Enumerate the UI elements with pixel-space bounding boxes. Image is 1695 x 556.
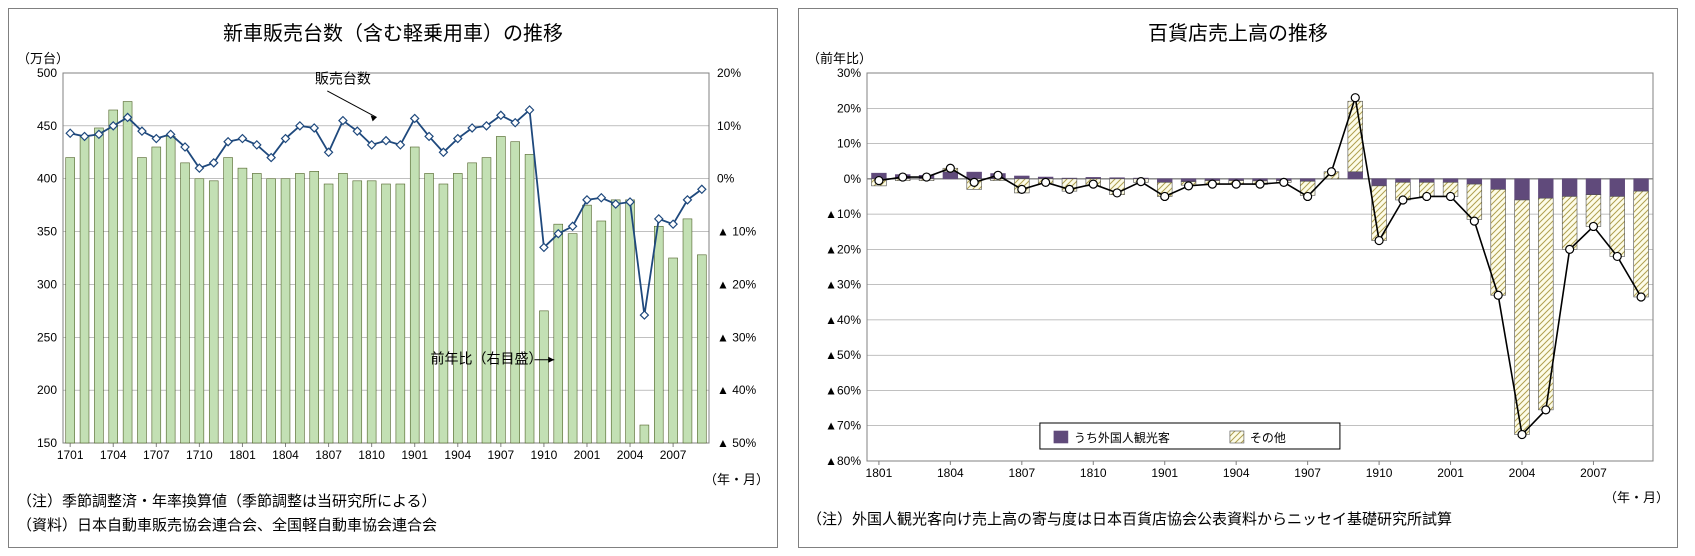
svg-text:▲50%: ▲50%: [825, 348, 861, 362]
svg-text:2001: 2001: [1437, 466, 1464, 480]
svg-text:2007: 2007: [1580, 466, 1607, 480]
svg-text:▲ 20%: ▲ 20%: [717, 277, 757, 291]
svg-text:うち外国人観光客: うち外国人観光客: [1074, 430, 1170, 445]
svg-text:▲60%: ▲60%: [825, 383, 861, 397]
svg-text:1910: 1910: [1366, 466, 1393, 480]
svg-text:2004: 2004: [1509, 466, 1536, 480]
svg-text:▲ 30%: ▲ 30%: [717, 330, 757, 344]
svg-text:30%: 30%: [837, 67, 861, 80]
svg-text:400: 400: [37, 172, 57, 186]
svg-text:10%: 10%: [717, 119, 741, 133]
svg-text:▲ 50%: ▲ 50%: [717, 436, 757, 450]
svg-text:前年比（右目盛）: 前年比（右目盛）: [430, 351, 542, 367]
svg-text:20%: 20%: [837, 101, 861, 115]
right-chart-svg: 30% 20% 10% 0% ▲10% ▲20% ▲30% ▲40% ▲50% ▲60% ▲70% ▲…: [807, 67, 1667, 485]
svg-text:1701: 1701: [57, 448, 84, 462]
svg-text:1801: 1801: [866, 466, 893, 480]
svg-text:1904: 1904: [1223, 466, 1250, 480]
svg-text:▲ 40%: ▲ 40%: [717, 383, 757, 397]
svg-text:300: 300: [37, 277, 57, 291]
svg-text:▲20%: ▲20%: [825, 242, 861, 256]
left-x-unit: （年・月）: [17, 469, 769, 488]
svg-text:1901: 1901: [1151, 466, 1178, 480]
right-x-unit: （年・月）: [807, 487, 1669, 506]
svg-text:1801: 1801: [229, 448, 256, 462]
svg-text:500: 500: [37, 67, 57, 80]
svg-text:150: 150: [37, 436, 57, 450]
left-chart-panel: 新車販売台数（含む軽乗用車）の推移 （万台） 150 200 250 300 350 40…: [8, 8, 778, 548]
svg-text:250: 250: [37, 330, 57, 344]
svg-text:▲30%: ▲30%: [825, 278, 861, 292]
svg-text:20%: 20%: [717, 67, 741, 80]
right-note: （注）外国人観光客向け売上高の寄与度は日本百貨店協会公表資料からニッセイ基礎研究…: [807, 510, 1669, 530]
svg-text:1907: 1907: [487, 448, 514, 462]
svg-text:1710: 1710: [186, 448, 213, 462]
svg-text:1704: 1704: [100, 448, 127, 462]
svg-text:1904: 1904: [444, 448, 471, 462]
svg-text:0%: 0%: [844, 172, 862, 186]
svg-text:450: 450: [37, 119, 57, 133]
svg-text:1804: 1804: [937, 466, 964, 480]
right-chart-panel: 百貨店売上高の推移 （前年比） 30% 20% 10% 0% ▲10% ▲20% ▲30% ▲…: [798, 8, 1678, 548]
svg-text:10%: 10%: [837, 137, 861, 151]
svg-text:1807: 1807: [315, 448, 342, 462]
svg-text:1810: 1810: [358, 448, 385, 462]
svg-text:▲40%: ▲40%: [825, 313, 861, 327]
svg-text:1901: 1901: [401, 448, 428, 462]
svg-text:1707: 1707: [143, 448, 170, 462]
svg-text:販売台数: 販売台数: [315, 71, 371, 87]
right-chart-title: 百貨店売上高の推移: [807, 17, 1669, 46]
svg-text:その他: その他: [1250, 431, 1286, 445]
svg-text:1907: 1907: [1294, 466, 1321, 480]
svg-text:▲ 10%: ▲ 10%: [717, 225, 757, 239]
svg-text:2001: 2001: [574, 448, 601, 462]
svg-text:2007: 2007: [660, 448, 687, 462]
svg-text:350: 350: [37, 225, 57, 239]
svg-text:▲70%: ▲70%: [825, 419, 861, 433]
svg-text:1810: 1810: [1080, 466, 1107, 480]
svg-text:200: 200: [37, 383, 57, 397]
svg-text:2004: 2004: [617, 448, 644, 462]
svg-text:1807: 1807: [1008, 466, 1035, 480]
svg-text:1804: 1804: [272, 448, 299, 462]
left-chart-svg: 150 200 250 300 350 400 450 500 20% 10% 0% ▲ 10% ▲ 2…: [17, 67, 767, 467]
left-note-1: （注）季節調整済・年率換算値（季節調整は当研究所による）: [17, 492, 769, 512]
right-y-unit: （前年比）: [807, 48, 1669, 67]
left-note-2: （資料）日本自動車販売協会連合会、全国軽自動車協会連合会: [17, 516, 769, 536]
svg-text:1910: 1910: [531, 448, 558, 462]
left-chart-title: 新車販売台数（含む軽乗用車）の推移: [17, 17, 769, 46]
left-y-unit: （万台）: [17, 48, 69, 67]
svg-text:▲10%: ▲10%: [825, 207, 861, 221]
svg-text:▲80%: ▲80%: [825, 454, 861, 468]
svg-text:0%: 0%: [717, 172, 735, 186]
